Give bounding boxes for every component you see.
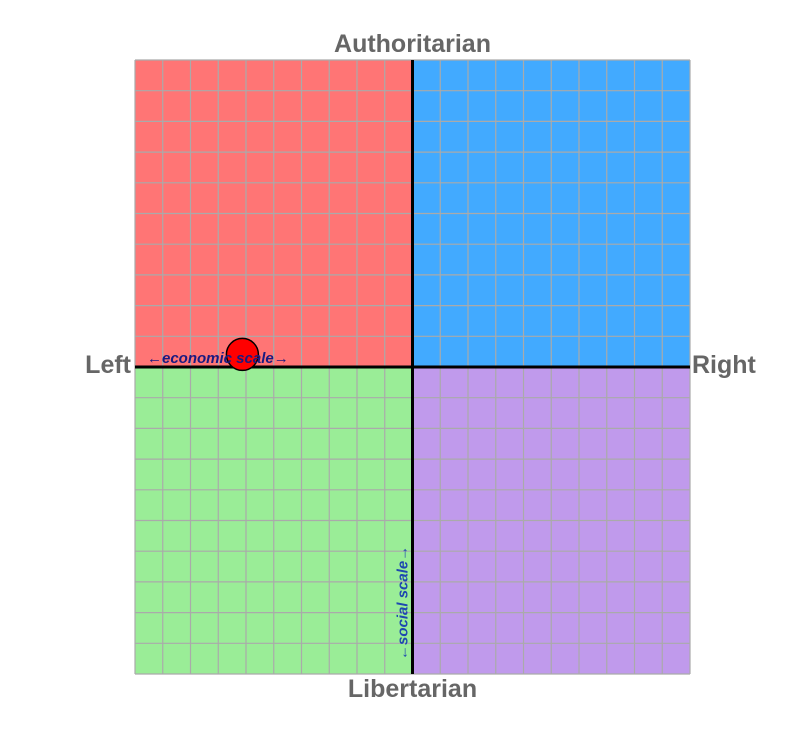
- label-libertarian: Libertarian: [348, 675, 477, 703]
- data-point: [225, 337, 260, 372]
- economic-scale-label: ←economic scale→: [147, 350, 289, 367]
- label-right: Right: [692, 351, 757, 379]
- label-authoritarian: Authoritarian: [334, 30, 491, 58]
- social-scale-label: ←social scale→: [395, 546, 412, 660]
- label-left: Left: [85, 351, 132, 379]
